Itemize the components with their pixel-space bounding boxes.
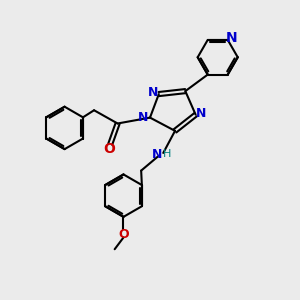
Text: N: N [152,148,162,161]
Text: O: O [118,228,129,241]
Text: N: N [196,107,206,120]
Text: O: O [103,142,115,156]
Text: H: H [163,149,171,159]
Text: N: N [226,32,237,45]
Text: N: N [138,111,149,124]
Text: N: N [148,86,159,99]
